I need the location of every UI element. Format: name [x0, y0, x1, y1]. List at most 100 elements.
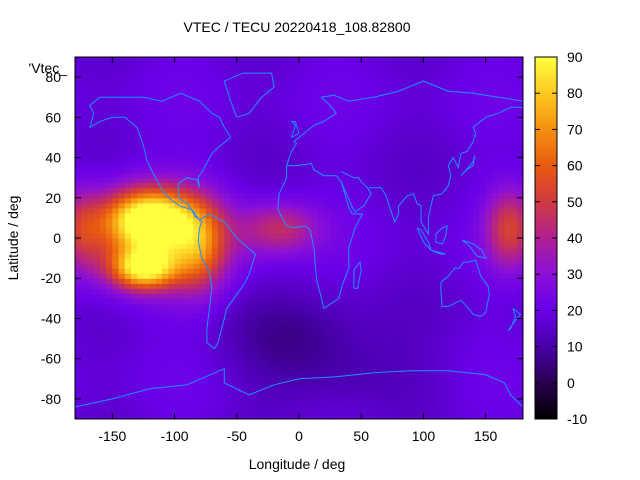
heat-cell [199, 408, 207, 415]
heat-cell [81, 202, 89, 209]
heat-cell [429, 207, 437, 214]
heat-cell [485, 57, 493, 63]
heat-cell [435, 308, 443, 315]
heat-cell [131, 258, 138, 264]
heat-cell [373, 192, 381, 199]
heat-cell [81, 308, 89, 315]
heat-cell [386, 268, 393, 274]
heat-cell [286, 363, 294, 370]
heat-cell [224, 142, 232, 149]
heat-cell [199, 177, 207, 184]
heat-cell [435, 273, 443, 279]
heat-cell [99, 308, 107, 315]
heat-cell [311, 62, 319, 68]
heat-cell [473, 92, 481, 98]
heat-cell [417, 258, 425, 264]
heat-cell [392, 102, 400, 108]
heat-cell [174, 358, 182, 365]
heat-cell [292, 217, 300, 224]
heat-cell [187, 333, 194, 340]
heat-cell [205, 338, 213, 345]
heat-cell [143, 227, 151, 234]
heat-cell [162, 212, 169, 219]
heat-cell [342, 403, 350, 410]
heat-cell [504, 303, 512, 309]
heat-cell [286, 358, 294, 365]
heat-cell [498, 318, 505, 325]
heat-cell [81, 413, 89, 419]
heat-cell [236, 278, 244, 284]
heat-cell [255, 207, 263, 214]
heat-cell [342, 92, 350, 98]
heat-cell [155, 278, 163, 284]
heat-cell [330, 303, 337, 309]
heat-cell [485, 273, 493, 279]
heat-cell [199, 343, 207, 350]
heat-cell [267, 57, 275, 63]
heat-cell [124, 87, 132, 93]
heat-cell [342, 303, 350, 309]
heat-cell [193, 162, 201, 169]
heat-cell [361, 248, 369, 254]
heat-cell [143, 147, 151, 154]
heat-cell [454, 353, 462, 360]
heat-cell [467, 268, 474, 274]
heat-cell [286, 57, 294, 63]
heat-cell [367, 62, 375, 68]
heat-cell [361, 102, 369, 108]
heat-cell [99, 278, 107, 284]
heat-cell [485, 308, 493, 315]
heat-cell [81, 273, 89, 279]
heat-cell [261, 132, 269, 139]
heat-cell [137, 253, 145, 259]
heat-cell [498, 192, 505, 199]
heat-cell [137, 378, 145, 385]
heat-cell [435, 187, 443, 194]
heat-cell [155, 152, 163, 159]
heat-cell [404, 212, 412, 219]
heat-cell [491, 142, 499, 149]
heat-cell [411, 338, 418, 345]
heat-cell [498, 177, 505, 184]
heat-cell [180, 293, 188, 299]
heat-cell [168, 107, 176, 113]
heat-cell [162, 328, 169, 335]
heat-cell [230, 152, 238, 159]
heat-cell [423, 97, 431, 103]
heat-cell [155, 197, 163, 204]
heat-cell [479, 293, 487, 299]
heat-cell [218, 388, 225, 395]
heat-cell [448, 102, 456, 108]
heat-cell [379, 227, 387, 234]
heat-cell [168, 137, 176, 144]
heat-cell [155, 308, 163, 315]
heat-cell [168, 283, 176, 289]
heat-cell [491, 167, 499, 174]
heat-cell [155, 408, 163, 415]
heat-cell [429, 363, 437, 370]
heat-cell [118, 162, 126, 169]
heat-cell [218, 207, 225, 214]
heat-cell [348, 152, 356, 159]
heat-cell [230, 248, 238, 254]
heat-cell [249, 408, 257, 415]
heat-cell [131, 172, 138, 179]
heat-cell [379, 112, 387, 118]
heat-cell [199, 293, 207, 299]
heat-cell [299, 202, 306, 209]
heat-cell [87, 182, 95, 189]
heat-cell [236, 97, 244, 103]
heat-cell [404, 303, 412, 309]
heat-cell [317, 363, 325, 370]
heat-cell [261, 102, 269, 108]
heat-cell [423, 293, 431, 299]
heat-cell [280, 122, 288, 128]
heat-cell [348, 207, 356, 214]
heat-cell [143, 363, 151, 370]
heat-cell [155, 313, 163, 320]
heat-cell [255, 197, 263, 204]
heat-cell [81, 263, 89, 269]
heat-cell [355, 172, 362, 179]
heat-cell [429, 77, 437, 83]
heat-cell [87, 77, 95, 83]
